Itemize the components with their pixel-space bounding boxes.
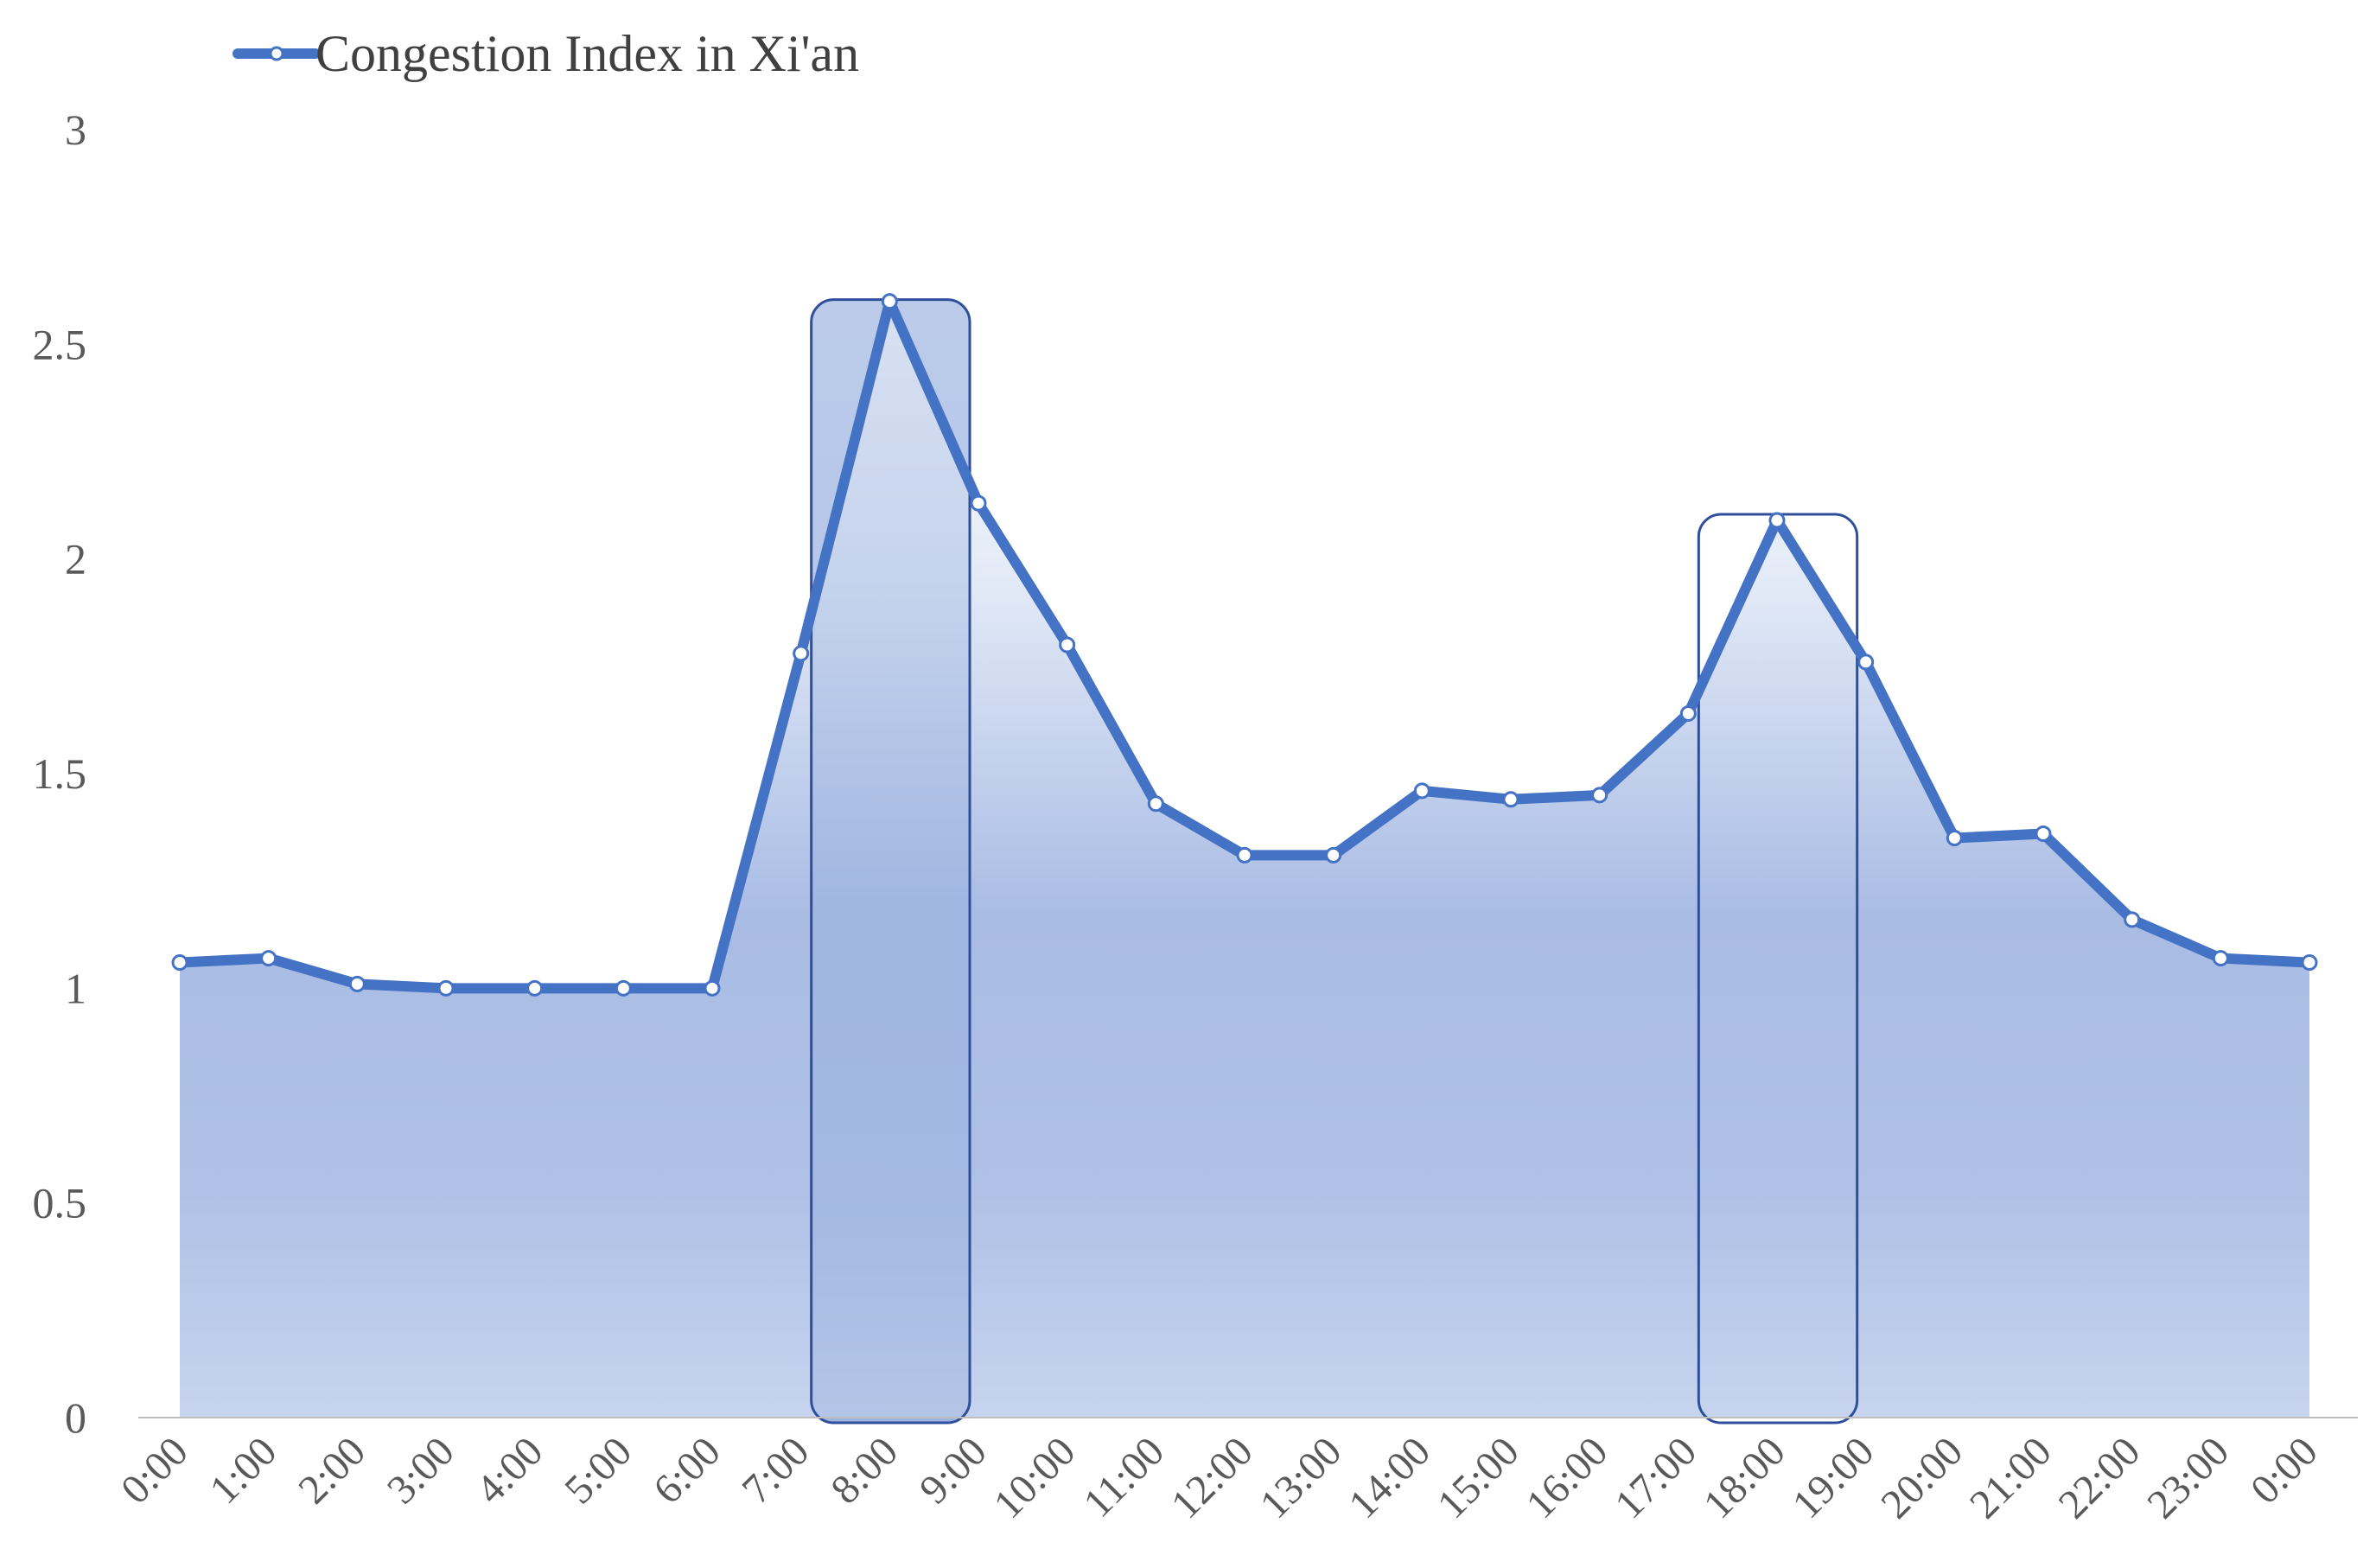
x-tick-label: 6:00 (645, 1428, 729, 1513)
x-tick-label: 4:00 (468, 1428, 552, 1513)
y-tick-label: 1.5 (33, 749, 87, 798)
data-point (526, 979, 544, 997)
highlight-outline-morning-peak (810, 298, 971, 1425)
data-point (881, 293, 898, 310)
data-point (1325, 846, 1342, 864)
x-tick-label: 19:00 (1784, 1428, 1883, 1527)
data-point (437, 979, 455, 997)
x-tick-label: 11:00 (1075, 1428, 1174, 1527)
x-tick-label: 0:00 (112, 1428, 197, 1513)
data-point (970, 494, 987, 512)
data-point (171, 954, 188, 972)
data-point (615, 979, 632, 997)
data-point (704, 979, 721, 997)
data-point (1768, 512, 1786, 529)
y-tick-label: 1 (65, 964, 86, 1012)
plot-area: 00.511.522.53 0:00 1:00 2:00 3:00 4:00 5:00 6:… (33, 105, 2358, 1527)
x-tick-label: 5:00 (556, 1428, 640, 1513)
legend: Congestion Index in Xi'an (233, 25, 859, 82)
x-tick-label: 8:00 (822, 1428, 907, 1513)
x-tick-label: 13:00 (1252, 1428, 1351, 1527)
y-tick-label: 2 (65, 535, 86, 583)
x-tick-label: 21:00 (1961, 1428, 2061, 1527)
data-point (1502, 791, 1519, 808)
x-tick-label: 14:00 (1340, 1428, 1439, 1527)
x-tick-label: 2:00 (290, 1428, 374, 1513)
y-tick-label: 0.5 (33, 1179, 87, 1227)
x-tick-label: 17:00 (1606, 1428, 1705, 1527)
x-tick-label: 15:00 (1429, 1428, 1528, 1527)
x-tick-label: 23:00 (2138, 1428, 2238, 1527)
x-axis-ticks: 0:00 1:00 2:00 3:00 4:00 5:00 6:00 7:00 8:00 9:00… (112, 1428, 2327, 1527)
data-point (260, 950, 277, 967)
data-point (1857, 653, 1875, 671)
legend-marker-icon (269, 46, 284, 61)
legend-label: Congestion Index in Xi'an (315, 25, 859, 82)
data-point (1236, 846, 1253, 864)
x-tick-label: 10:00 (985, 1428, 1085, 1527)
y-tick-label: 3 (65, 105, 86, 154)
data-point (2124, 911, 2141, 928)
data-markers (171, 293, 2318, 997)
data-point (2035, 825, 2052, 843)
data-point (1946, 830, 1963, 846)
data-point (348, 975, 366, 992)
data-point (2212, 950, 2229, 967)
data-point (1059, 636, 1076, 653)
data-point (793, 645, 810, 662)
data-point (1413, 782, 1430, 800)
x-tick-label: 3:00 (379, 1428, 463, 1513)
data-point (1147, 795, 1164, 813)
x-tick-label: 7:00 (734, 1428, 819, 1513)
x-tick-label: 18:00 (1695, 1428, 1794, 1527)
y-tick-label: 0 (65, 1393, 86, 1442)
y-axis-ticks: 0 0.5 1 1.5 2 2.5 3 (33, 105, 87, 1442)
data-point (1591, 787, 1608, 804)
x-tick-label: 22:00 (2050, 1428, 2150, 1527)
x-tick-label: 16:00 (1518, 1428, 1617, 1527)
y-tick-label: 2.5 (33, 320, 87, 368)
x-tick-label: 9:00 (911, 1428, 996, 1513)
x-tick-label: 12:00 (1163, 1428, 1262, 1527)
data-point (2301, 954, 2318, 972)
x-tick-label: 20:00 (1872, 1428, 1972, 1527)
x-tick-label: 0:00 (2242, 1428, 2327, 1513)
data-point (1679, 704, 1697, 722)
x-tick-label: 1:00 (201, 1428, 286, 1513)
